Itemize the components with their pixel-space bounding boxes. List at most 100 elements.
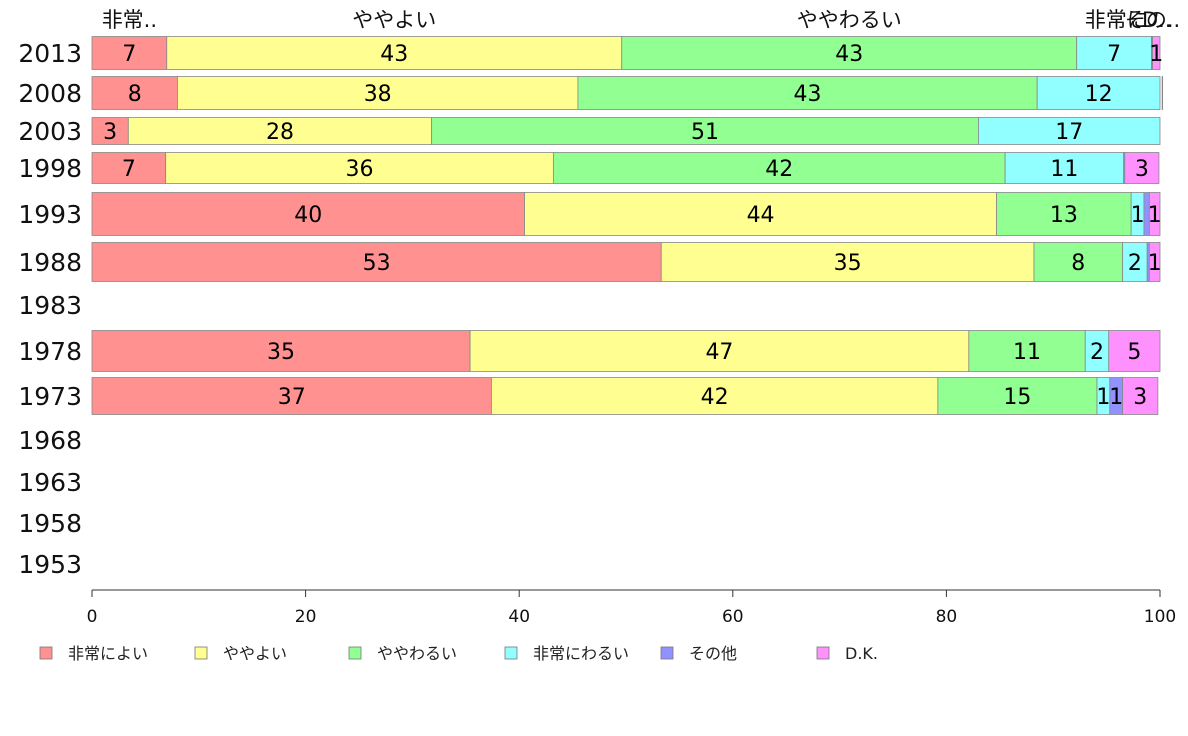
bar-segment [552,152,1006,184]
legend-label: その他 [689,644,737,663]
top-segment-label: その.. [1125,8,1180,32]
legend-label: ややわるい [377,644,457,663]
legend-swatch [504,646,518,660]
y-tick-label: 1963 [18,468,82,497]
x-tick-label: 40 [508,607,530,627]
bar-segment [1161,76,1164,110]
bar-value-label: 8 [1071,251,1085,276]
bar-value-label: 15 [1003,385,1031,410]
legend-label: ややよい [223,644,287,663]
x-axis: 0 20 40 60 80 100 [87,589,1176,627]
y-tick-label: 1958 [18,509,82,538]
bar-value-label: 44 [747,203,775,228]
bar-value-label: 1 [1096,385,1110,410]
legend: 非常によい ややよい ややわるい 非常にわるい その他 D.K. [39,644,878,663]
bar-value-label: 53 [363,251,391,276]
bar-value-label: 11 [1013,340,1041,365]
bar-segment [1076,36,1152,70]
bar-segment [91,242,662,282]
y-tick-label: 1998 [18,154,82,183]
y-tick-label: 1983 [18,291,82,320]
y-tick-label: 2008 [18,79,82,108]
bar-segment [1036,76,1161,110]
top-segment-label: ややよい [352,8,436,32]
bar-value-label: 42 [765,157,793,182]
bar-value-label: 13 [1050,203,1078,228]
legend-swatch [348,646,362,660]
bar-value-label: 1 [1131,203,1145,228]
bar-value-label: 2 [1128,251,1142,276]
bar-segment [177,76,579,110]
legend-label: D.K. [845,644,878,663]
top-segment-label: 非常に [1085,8,1148,32]
x-tick-label: 60 [722,607,744,627]
bar-value-label: 42 [701,385,729,410]
bar-segment [1108,330,1161,372]
legend-label: 非常にわるい [533,644,629,663]
x-tick-label: 100 [1144,607,1176,627]
legend-swatch [816,646,830,660]
legend-swatch [660,646,674,660]
bar-value-label: 43 [380,42,408,67]
bar-value-label: 1 [1148,203,1162,228]
bar-value-label: 28 [266,120,294,145]
bar-segment [524,192,997,236]
bar-value-label: 3 [1133,385,1147,410]
bar-value-label: 43 [835,42,863,67]
legend-swatch [39,646,53,660]
bar-segment [165,152,554,184]
bar-value-label: 8 [128,82,142,107]
y-tick-label: 1968 [18,426,82,455]
y-tick-label: 2003 [18,117,82,146]
y-axis: 2013 2008 2003 1998 1993 1988 1983 1978 1973 1968… [18,39,82,579]
bar-value-label: 3 [1135,157,1149,182]
bar-segment [91,330,471,372]
bar-segment [978,117,1161,145]
bar-segment [1152,36,1161,70]
bar-value-label: 5 [1127,340,1141,365]
y-tick-label: 2013 [18,39,82,68]
y-tick-label: 1978 [18,337,82,366]
bar-value-label: 17 [1055,120,1083,145]
bar-segment [1148,192,1161,236]
bar-value-label: 2 [1090,340,1104,365]
bar-segment [1122,377,1159,415]
bar-value-label: 7 [122,42,136,67]
x-tick-label: 20 [295,607,317,627]
bar-segment [491,377,939,415]
bar-value-label: 38 [364,82,392,107]
bar-segment [1004,152,1125,184]
bar-segment [1124,152,1160,184]
y-tick-label: 1988 [18,248,82,277]
legend-label: 非常によい [68,644,148,663]
x-tick-label: 80 [936,607,958,627]
bar-value-label: 12 [1085,82,1113,107]
bar-segment [91,192,525,236]
bar-value-label: 40 [294,203,322,228]
bar-segment [1033,242,1124,282]
bar-segment [1148,242,1161,282]
bar-value-label: 1 [1148,251,1162,276]
y-tick-label: 1953 [18,550,82,579]
bar-value-label: 43 [794,82,822,107]
bar-segment [1122,242,1148,282]
bar-value-label: 47 [705,340,733,365]
top-segment-label: 非常.. [102,8,157,32]
bar-segment [127,117,433,145]
bar-value-label: 35 [267,340,295,365]
legend-swatch [194,646,208,660]
bar-value-label: 1 [1149,42,1163,67]
bar-value-label: 7 [122,157,136,182]
y-tick-label: 1993 [18,200,82,229]
bar-value-label: 1 [1109,385,1123,410]
bar-value-label: 36 [346,157,374,182]
bar-segment [937,377,1098,415]
bar-value-label: 11 [1050,157,1078,182]
bar-segment [996,192,1132,236]
bar-value-label: 3 [103,120,117,145]
bar-segment [91,36,168,70]
top-segment-label: D.. [1142,8,1172,32]
bar-segment [91,76,178,110]
